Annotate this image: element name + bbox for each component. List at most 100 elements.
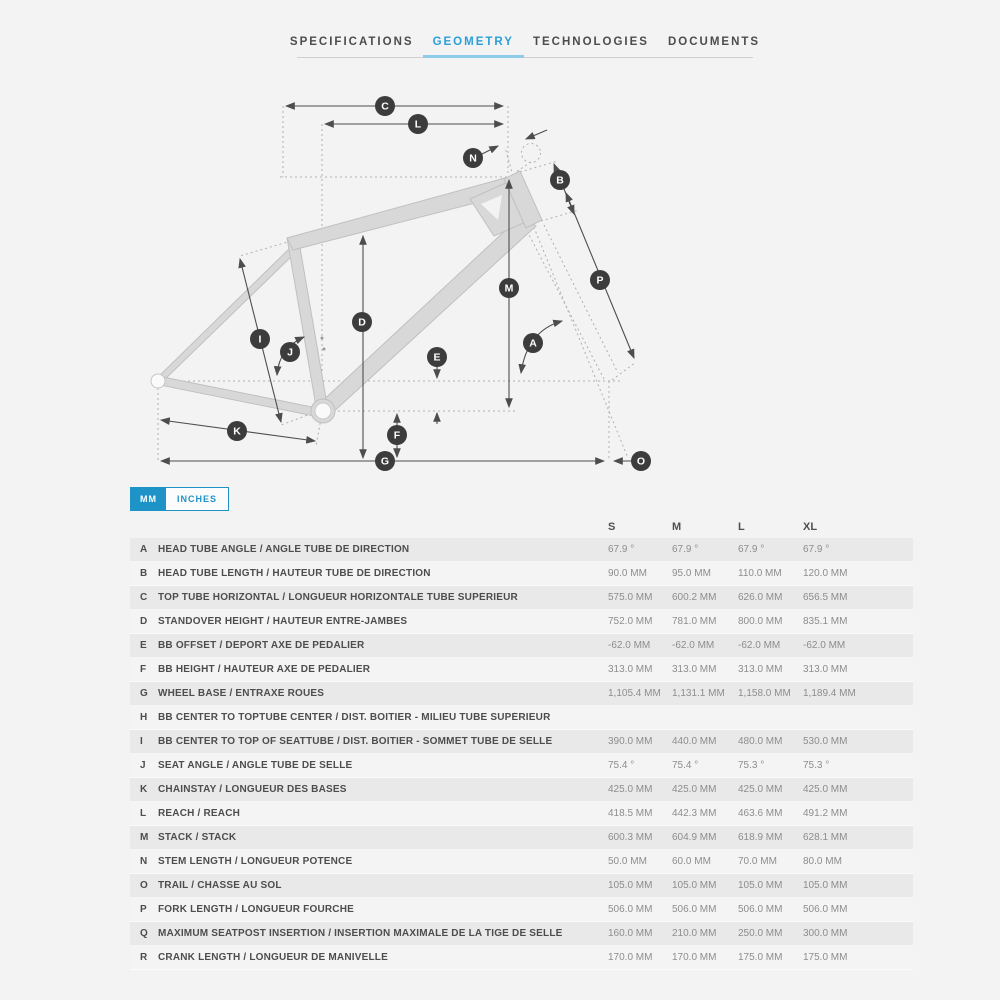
row-value-l: 250.0 MM [738, 928, 783, 939]
table-row: I BB CENTER TO TOP OF SEATTUBE / DIST. BO… [130, 730, 913, 754]
dim-label-e: E [427, 347, 447, 367]
head-tube [503, 170, 543, 229]
svg-text:N: N [469, 153, 477, 165]
row-name: CRANK LENGTH / LONGUEUR DE MANIVELLE [158, 952, 388, 963]
size-header-m: M [672, 521, 682, 533]
row-letter: C [140, 592, 148, 603]
row-value-m: 67.9 ° [672, 544, 699, 555]
row-value-xl: -62.0 MM [803, 640, 846, 651]
dim-label-k: K [227, 421, 247, 441]
row-value-l: 618.9 MM [738, 832, 783, 843]
dim-label-c: C [375, 96, 395, 116]
size-header-s: S [608, 521, 616, 533]
dim-label-p: P [590, 270, 610, 290]
construction-lines [157, 106, 637, 460]
row-name: SEAT ANGLE / ANGLE TUBE DE SELLE [158, 760, 353, 771]
row-value-m: 604.9 MM [672, 832, 717, 843]
row-name: WHEEL BASE / ENTRAXE ROUES [158, 688, 325, 699]
unit-inches-button[interactable]: INCHES [177, 494, 218, 504]
row-letter: J [140, 760, 146, 771]
tab-bar: SPECIFICATIONS GEOMETRY TECHNOLOGIES DOCUME… [290, 36, 758, 58]
table-row: C TOP TUBE HORIZONTAL / LONGUEUR HORIZONT… [130, 586, 913, 610]
row-value-s: 105.0 MM [608, 880, 653, 891]
dim-label-o: O [631, 451, 651, 471]
row-value-xl: 75.3 ° [803, 760, 830, 771]
stem-handlebar-circle [521, 143, 541, 163]
dim-label-d: D [352, 312, 372, 332]
diagram-labels: C L N B P M A E D I J K F G O [227, 96, 651, 471]
row-name: TRAIL / CHASSE AU SOL [158, 880, 282, 891]
table-row: B HEAD TUBE LENGTH / HAUTEUR TUBE DE DIRE… [130, 562, 913, 586]
row-name: BB CENTER TO TOP OF SEATTUBE / DIST. BOI… [158, 736, 553, 747]
row-value-l: 70.0 MM [738, 856, 777, 867]
svg-text:F: F [394, 430, 401, 442]
row-value-s: 1,105.4 MM [608, 688, 661, 699]
row-value-m: 170.0 MM [672, 952, 717, 963]
svg-text:K: K [233, 426, 241, 438]
row-value-xl: 530.0 MM [803, 736, 848, 747]
row-value-l: 425.0 MM [738, 784, 783, 795]
tab-specifications[interactable]: SPECIFICATIONS [289, 36, 414, 48]
table-row: M STACK / STACK 600.3 MM 604.9 MM 618.9 MM 62… [130, 826, 913, 850]
row-name: REACH / REACH [158, 808, 241, 819]
row-value-m: 210.0 MM [672, 928, 717, 939]
tab-geometry[interactable]: GEOMETRY [422, 36, 525, 58]
svg-text:P: P [596, 275, 603, 287]
row-value-l: 110.0 MM [738, 568, 782, 579]
row-value-xl: 120.0 MM [803, 568, 848, 579]
row-name: HEAD TUBE LENGTH / HAUTEUR TUBE DE DIREC… [158, 568, 431, 579]
row-value-xl: 105.0 MM [803, 880, 848, 891]
gusset-cutout [481, 195, 502, 220]
row-value-s: 390.0 MM [608, 736, 653, 747]
dimension-lines [159, 102, 635, 465]
row-value-s: 50.0 MM [608, 856, 647, 867]
row-name: BB OFFSET / DEPORT AXE DE PÉDALIER [158, 640, 365, 651]
unit-mm-button[interactable]: MM [131, 488, 166, 510]
dim-label-l: L [408, 114, 428, 134]
row-name: TOP TUBE HORIZONTAL / LONGUEUR HORIZONTA… [158, 592, 518, 603]
bike-frame [150, 170, 543, 424]
table-row: N STEM LENGTH / LONGUEUR POTENCE 50.0 MM 60… [130, 850, 913, 874]
table-row: R CRANK LENGTH / LONGUEUR DE MANIVELLE 170… [130, 946, 913, 970]
down-tube [316, 214, 537, 417]
row-value-xl: 656.5 MM [803, 592, 848, 603]
row-value-xl: 300.0 MM [803, 928, 848, 939]
bottle-boss [322, 347, 326, 351]
row-value-s: 90.0 MM [608, 568, 647, 579]
row-value-xl: 313.0 MM [803, 664, 848, 675]
row-value-s: 170.0 MM [608, 952, 653, 963]
row-value-m: 425.0 MM [672, 784, 717, 795]
dim-label-m: M [499, 278, 519, 298]
row-value-l: 800.0 MM [738, 616, 783, 627]
table-row: G WHEEL BASE / ENTRAXE ROUES 1,105.4 MM 1,1… [130, 682, 913, 706]
row-letter: O [140, 880, 148, 891]
row-value-xl: 1,189.4 MM [803, 688, 856, 699]
unit-toggle[interactable]: MM INCHES [130, 487, 230, 511]
svg-text:G: G [381, 456, 389, 468]
svg-text:J: J [287, 347, 293, 359]
tab-documents[interactable]: DOCUMENTS [667, 36, 761, 48]
row-letter: I [140, 736, 143, 747]
row-value-m: 75.4 ° [672, 760, 699, 771]
row-name: STEM LENGTH / LONGUEUR POTENCE [158, 856, 353, 867]
row-value-s: 752.0 MM [608, 616, 653, 627]
svg-text:B: B [556, 175, 564, 187]
row-value-l: 313.0 MM [738, 664, 783, 675]
bottle-boss [320, 336, 324, 340]
row-value-s: 418.5 MM [608, 808, 653, 819]
row-value-l: 105.0 MM [738, 880, 783, 891]
row-value-l: 480.0 MM [738, 736, 783, 747]
row-value-s: 313.0 MM [608, 664, 653, 675]
row-value-xl: 628.1 MM [803, 832, 848, 843]
table-row: H BB CENTER TO TOPTUBE CENTER / DIST. BOI… [130, 706, 913, 730]
geometry-table: S M L XL A HEAD TUBE ANGLE / ANGLE TUBE DE D… [130, 516, 913, 970]
row-value-m: 313.0 MM [672, 664, 717, 675]
svg-text:M: M [505, 283, 514, 295]
row-value-m: 506.0 MM [672, 904, 717, 915]
row-value-m: 440.0 MM [672, 736, 717, 747]
row-value-xl: 835.1 MM [803, 616, 848, 627]
svg-text:O: O [637, 456, 645, 468]
tab-technologies[interactable]: TECHNOLOGIES [532, 36, 649, 48]
row-name: CHAINSTAY / LONGUEUR DES BASES [158, 784, 347, 795]
row-value-m: 1,131.1 MM [672, 688, 725, 699]
